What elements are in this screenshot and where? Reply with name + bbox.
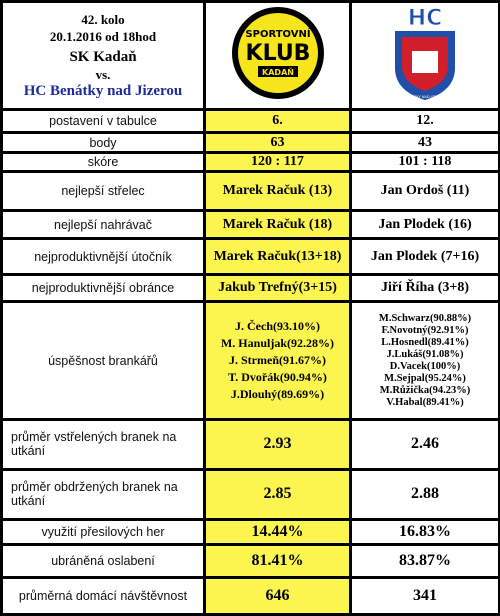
away-value: 12. [352,111,498,132]
home-value: 14.44% [206,520,349,543]
goalie: M.Sejpal(95.24%) [384,372,466,384]
away-value: Jiří Říha (3+8) [352,276,498,301]
stat-label: využití přesilových her [3,520,203,543]
goalie: V.Habal(89.41%) [386,396,464,408]
logo-text: SPORTOVNÍ [245,27,310,40]
stat-row: postavení v tabulce 6. 12. [3,111,498,132]
away-value: 16.83% [352,520,498,543]
goalie: M.Růžička(94.23%) [379,384,471,396]
home-logo: SPORTOVNÍ KLUB KADAŇ [231,7,324,100]
stat-row: nejproduktivnější obránce Jakub Trefný(3+… [3,276,498,301]
away-value: Jan Plodek (16) [352,212,498,238]
home-logo-cell: SPORTOVNÍ KLUB KADAŇ [206,3,349,109]
goalie: T. Dvořák(90.94%) [228,370,327,384]
home-value: 2.93 [206,420,349,468]
home-team: SK Kadaň [69,49,137,66]
stat-label: nejlepší nahrávač [3,212,203,238]
home-value: Jakub Trefný(3+15) [206,276,349,301]
stat-label: body [3,134,203,152]
stat-row: skóre 120 : 117 101 : 118 [3,154,498,171]
away-value: Jan Plodek (7+16) [352,240,498,274]
stat-label: průměr obdržených branek na utkání [3,470,203,518]
logo-text: KADAŇ [262,66,294,77]
vs: vs. [95,67,111,83]
match-info: 42. kolo 20.1.2016 od 18hod SK Kadaň vs.… [3,3,203,109]
stat-label: skóre [3,154,203,171]
home-value: 120 : 117 [206,154,349,171]
logo-band [257,66,298,78]
goalie: F.Novotný(92.91%) [381,324,469,336]
away-logo-cell: HC BENÁTKY NAD JIZEROU [352,3,498,109]
goalie: M.Schwarz(90.88%) [378,312,472,324]
home-value: Marek Račuk (13) [206,173,349,210]
stat-row: body 63 43 [3,134,498,152]
goalie: J. Čech(93.10%) [235,319,320,333]
stat-label: nejlepší střelec [3,173,203,210]
away-team: HC Benátky nad Jizerou [23,83,183,100]
round: 42. kolo [81,12,125,28]
home-value: 6. [206,111,349,132]
away-value: Jan Ordoš (11) [352,173,498,210]
goalie: J. Strmeň(91.67%) [229,353,326,367]
header-row: 42. kolo 20.1.2016 od 18hod SK Kadaň vs.… [3,3,498,109]
home-value: Marek Račuk (18) [206,212,349,238]
stat-label: průměrná domácí návštěvnost [3,578,203,613]
stat-row: průměrná domácí návštěvnost 646 341 [3,578,498,613]
away-value: 2.46 [352,420,498,468]
home-value: 81.41% [206,545,349,576]
stat-row: ubráněná oslabení 81.41% 83.87% [3,545,498,576]
home-value: 63 [206,134,349,152]
stat-label: průměr vstřelených branek na utkání [3,420,203,468]
home-value: 646 [206,578,349,613]
logo-text: HC [408,6,443,31]
stat-row: úspěšnost brankářů J. Čech(93.10%) M. Hanu… [3,303,498,418]
logo-text: BENÁTKY NAD JIZEROU [405,94,446,99]
home-value: J. Čech(93.10%) M. Hanuljak(92.28%) J. Str… [206,303,349,418]
stat-row: využití přesilových her 14.44% 16.83% [3,520,498,543]
stat-label: postavení v tabulce [3,111,203,132]
goalie: J.Dlouhý(89.69%) [230,387,325,401]
stat-row: nejlepší střelec Marek Račuk (13) Jan Ordo… [3,173,498,210]
stat-row: nejlepší nahrávač Marek Račuk (18) Jan Plo… [3,212,498,238]
stat-row: průměr obdržených branek na utkání 2.85 2.… [3,470,498,518]
away-value: 83.87% [352,545,498,576]
stat-label: ubráněná oslabení [3,545,203,576]
away-logo: HC BENÁTKY NAD JIZEROU [395,6,455,101]
home-value: 2.85 [206,470,349,518]
logo-text: KLUB [245,41,310,66]
goalie: D.Vacek(100%) [389,360,461,372]
goalie: L.Hosnedl(89.41%) [381,336,469,348]
away-value: 2.88 [352,470,498,518]
away-value: M.Schwarz(90.88%) F.Novotný(92.91%) L.Hosn… [352,303,498,418]
stat-row: nejproduktivnější útočník Marek Račuk(13+… [3,240,498,274]
away-value: 341 [352,578,498,613]
away-value: 101 : 118 [352,154,498,171]
away-value: 43 [352,134,498,152]
stat-label: nejproduktivnější obránce [3,276,203,301]
stat-label: nejproduktivnější útočník [3,240,203,274]
date: 20.1.2016 od 18hod [49,29,157,45]
goalie: J.Lukáš(91.08%) [386,348,464,360]
home-value: Marek Račuk(13+18) [206,240,349,274]
goalie: M. Hanuljak(92.28%) [220,336,334,350]
stat-row: průměr vstřelených branek na utkání 2.93 2… [3,420,498,468]
castle [412,51,438,74]
stat-label: úspěšnost brankářů [3,303,203,418]
